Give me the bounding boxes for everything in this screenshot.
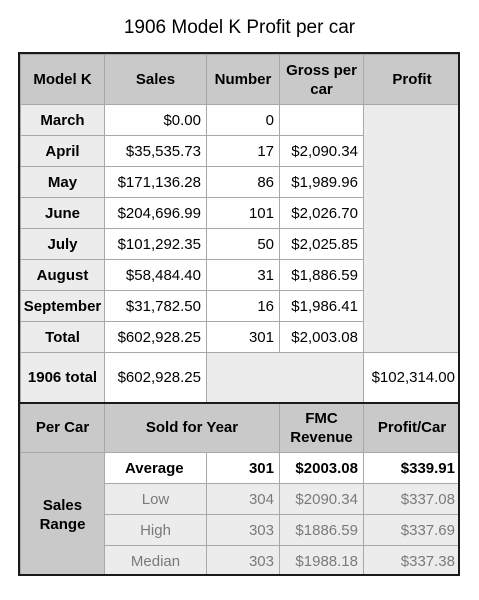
month-label: September bbox=[20, 290, 105, 322]
profit-car-header: Profit/Car bbox=[363, 401, 458, 453]
header-profit: Profit bbox=[363, 54, 458, 105]
sold-cell: 301 bbox=[206, 452, 280, 484]
month-label: August bbox=[20, 259, 105, 291]
gross-cell: $1,989.96 bbox=[279, 166, 364, 198]
sales-cell: $602,928.25 bbox=[104, 321, 207, 353]
number-cell: 86 bbox=[206, 166, 280, 198]
number-cell: 0 bbox=[206, 104, 280, 136]
month-row-april: April $35,535.73 17 $2,090.34 bbox=[20, 135, 459, 167]
year-total-profit: $102,314.00 bbox=[363, 352, 458, 403]
number-cell: 301 bbox=[206, 321, 280, 353]
month-label: May bbox=[20, 166, 105, 198]
number-cell: 16 bbox=[206, 290, 280, 322]
month-row-may: May $171,136.28 86 $1,989.96 bbox=[20, 166, 459, 198]
year-total-label: 1906 total bbox=[20, 352, 105, 403]
per-car-header-row: Per Car Sold for Year FMC Revenue Profit… bbox=[20, 401, 458, 453]
sales-cell: $171,136.28 bbox=[104, 166, 207, 198]
range-label: Median bbox=[104, 545, 207, 574]
fmc-cell: $1988.18 bbox=[279, 545, 364, 574]
month-row-march: March $0.00 0 bbox=[20, 104, 458, 353]
month-label: April bbox=[20, 135, 105, 167]
profit-car-cell: $339.91 bbox=[363, 452, 458, 484]
sales-cell: $35,535.73 bbox=[104, 135, 207, 167]
range-label: Low bbox=[104, 483, 207, 515]
range-row-average: Sales Range Average 301 $2003.08 $339.91 bbox=[20, 452, 458, 574]
header-model: Model K bbox=[20, 54, 105, 105]
number-cell: 31 bbox=[206, 259, 280, 291]
sold-cell: 304 bbox=[206, 483, 280, 515]
range-label: High bbox=[104, 514, 207, 546]
header-row: Model K Sales Number Gross per car Profi… bbox=[20, 54, 458, 105]
sold-header: Sold for Year bbox=[104, 401, 280, 453]
year-total-sales: $602,928.25 bbox=[104, 352, 207, 403]
sales-range-label: Sales Range bbox=[20, 452, 105, 574]
sales-cell: $31,782.50 bbox=[104, 290, 207, 322]
month-row-august: August $58,484.40 31 $1,886.59 bbox=[20, 259, 459, 291]
fmc-cell: $1886.59 bbox=[279, 514, 364, 546]
per-car-header: Per Car bbox=[20, 401, 105, 453]
fmc-header: FMC Revenue bbox=[279, 401, 364, 453]
sold-cell: 303 bbox=[206, 514, 280, 546]
gross-cell: $1,986.41 bbox=[279, 290, 364, 322]
sales-cell: $101,292.35 bbox=[104, 228, 207, 260]
fmc-cell: $2003.08 bbox=[279, 452, 364, 484]
page-title: 1906 Model K Profit per car bbox=[123, 17, 356, 38]
header-sales: Sales bbox=[104, 54, 207, 105]
month-label: Total bbox=[20, 321, 105, 353]
fmc-cell: $2090.34 bbox=[279, 483, 364, 515]
gross-cell bbox=[279, 104, 364, 136]
month-label: June bbox=[20, 197, 105, 229]
number-cell: 17 bbox=[206, 135, 280, 167]
profit-car-cell: $337.08 bbox=[363, 483, 458, 515]
gross-cell: $2,025.85 bbox=[279, 228, 364, 260]
profit-car-cell: $337.69 bbox=[363, 514, 458, 546]
year-total-row: 1906 total $602,928.25 $102,314.00 bbox=[20, 352, 458, 403]
sales-cell: $0.00 bbox=[104, 104, 207, 136]
sold-cell: 303 bbox=[206, 545, 280, 574]
profit-table-frame: Model K Sales Number Gross per car Profi… bbox=[18, 52, 460, 576]
month-row-july: July $101,292.35 50 $2,025.85 bbox=[20, 228, 459, 260]
gross-cell: $2,090.34 bbox=[279, 135, 364, 167]
month-row-june: June $204,696.99 101 $2,026.70 bbox=[20, 197, 459, 229]
range-label: Average bbox=[104, 452, 207, 484]
profit-car-cell: $337.38 bbox=[363, 545, 458, 574]
sales-cell: $204,696.99 bbox=[104, 197, 207, 229]
profit-blank-area bbox=[363, 104, 458, 353]
number-cell: 50 bbox=[206, 228, 280, 260]
gross-cell: $2,026.70 bbox=[279, 197, 364, 229]
month-label: July bbox=[20, 228, 105, 260]
month-row-september: September $31,782.50 16 $1,986.41 bbox=[20, 290, 459, 322]
number-cell: 101 bbox=[206, 197, 280, 229]
header-gross: Gross per car bbox=[279, 54, 364, 105]
gross-cell: $2,003.08 bbox=[279, 321, 364, 353]
gross-cell: $1,886.59 bbox=[279, 259, 364, 291]
year-total-blank bbox=[206, 352, 364, 403]
month-label: March bbox=[20, 104, 105, 136]
profit-table: Model K Sales Number Gross per car Profi… bbox=[20, 54, 459, 574]
sales-cell: $58,484.40 bbox=[104, 259, 207, 291]
header-number: Number bbox=[206, 54, 280, 105]
